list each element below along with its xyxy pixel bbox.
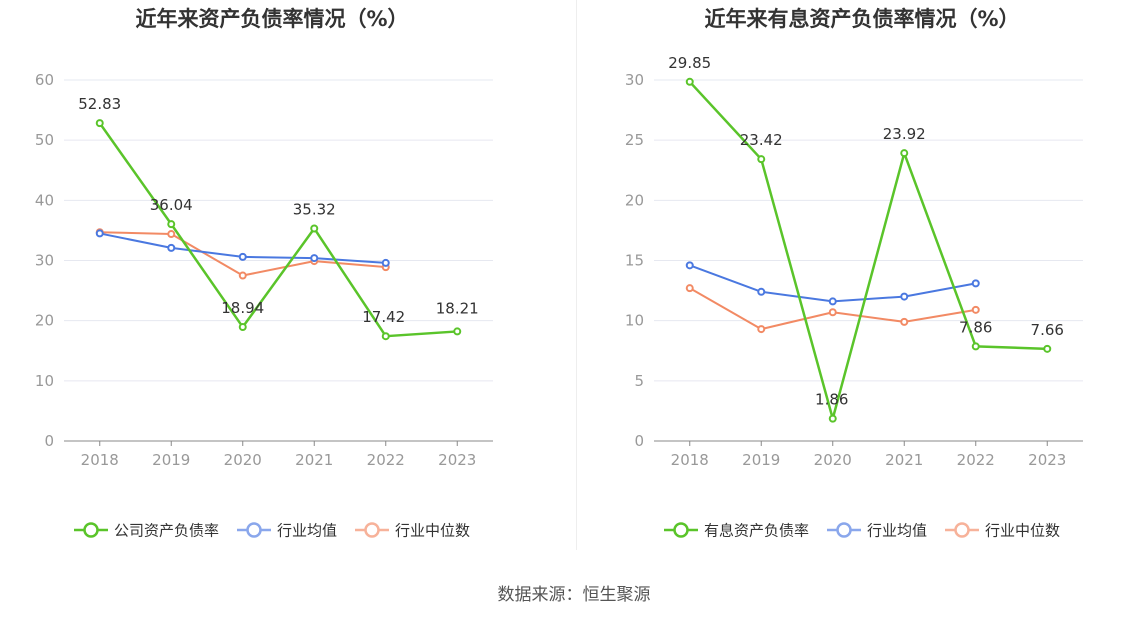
data-point [95,119,104,128]
y-tick-label: 40 [35,191,54,209]
data-point [310,224,319,233]
data-label: 7.86 [959,318,992,336]
chart-divider [576,0,577,550]
data-point [900,149,909,158]
y-tick-label: 30 [625,71,644,89]
y-tick-label: 30 [35,252,54,270]
legend-marker [83,522,99,538]
x-tick-label: 2023 [1028,451,1066,469]
data-point [685,77,694,86]
data-point [95,229,104,238]
y-tick-label: 5 [634,372,644,390]
x-tick-label: 2020 [814,451,852,469]
data-label: 17.42 [362,308,405,326]
legend-marker [836,522,852,538]
y-tick-label: 20 [35,312,54,330]
data-label: 29.85 [668,54,711,72]
data-point [900,317,909,326]
chart-title: 近年来有息资产负债率情况（%） [704,7,1019,31]
data-point [167,230,176,239]
data-label: 23.42 [740,131,783,149]
data-point [1043,344,1052,353]
y-tick-label: 20 [625,191,644,209]
y-tick-label: 15 [625,252,644,270]
y-tick-label: 10 [625,312,644,330]
x-tick-label: 2022 [367,451,405,469]
legend-label: 行业中位数 [395,522,470,540]
data-label: 52.83 [78,95,121,113]
y-tick-label: 0 [634,432,644,450]
data-point [238,252,247,261]
data-point [757,325,766,334]
data-point [757,287,766,296]
x-tick-label: 2018 [671,451,709,469]
y-tick-label: 0 [44,432,54,450]
data-point [453,327,462,336]
data-point [900,292,909,301]
data-point [828,414,837,423]
data-point [310,254,319,263]
x-tick-label: 2022 [957,451,995,469]
x-tick-label: 2021 [295,451,333,469]
series-line [689,264,976,303]
legend-marker [673,522,689,538]
data-point [971,279,980,288]
x-tick-label: 2019 [152,451,190,469]
data-label: 7.66 [1031,321,1064,339]
x-tick-label: 2019 [742,451,780,469]
data-point [167,220,176,229]
x-tick-label: 2021 [885,451,923,469]
data-point [971,342,980,351]
legend-marker [246,522,262,538]
data-point [971,305,980,314]
x-tick-label: 2018 [81,451,119,469]
legend-label: 行业中位数 [985,522,1060,540]
data-point [381,258,390,267]
legend-label: 行业均值 [867,522,927,540]
legend-label: 行业均值 [277,522,337,540]
data-label: 18.21 [436,299,479,317]
chart-1: 近年来资产负债率情况（%） 0 10 20 30 40 50 60 2018 2019 2020 20… [35,7,493,540]
chart-title: 近年来资产负债率情况（%） [135,7,408,31]
x-tick-label: 2023 [438,451,476,469]
y-tick-label: 25 [625,131,644,149]
data-label: 23.92 [883,125,926,143]
data-label: 36.04 [150,196,193,214]
data-point [828,308,837,317]
data-point [238,323,247,332]
series-line [688,80,1048,420]
y-tick-label: 10 [35,372,54,390]
legend-marker [954,522,970,538]
data-point [828,297,837,306]
data-point [238,271,247,280]
x-tick-label: 2020 [224,451,262,469]
data-point [167,243,176,252]
data-point [757,155,766,164]
data-label: 1.86 [815,391,848,409]
data-point [685,284,694,293]
series-line [98,122,458,338]
y-tick-label: 50 [35,131,54,149]
legend-label: 公司资产负债率 [114,522,219,540]
chart-2: 近年来有息资产负债率情况（%） 0 5 10 15 20 25 30 2018 2019 2020 2… [625,7,1083,540]
data-point [381,332,390,341]
y-tick-label: 60 [35,71,54,89]
legend-marker [364,522,380,538]
data-label: 18.94 [221,299,264,317]
data-label: 35.32 [293,200,336,218]
data-source: 数据来源：恒生聚源 [497,585,651,605]
legend-label: 有息资产负债率 [704,522,809,540]
data-point [685,261,694,270]
